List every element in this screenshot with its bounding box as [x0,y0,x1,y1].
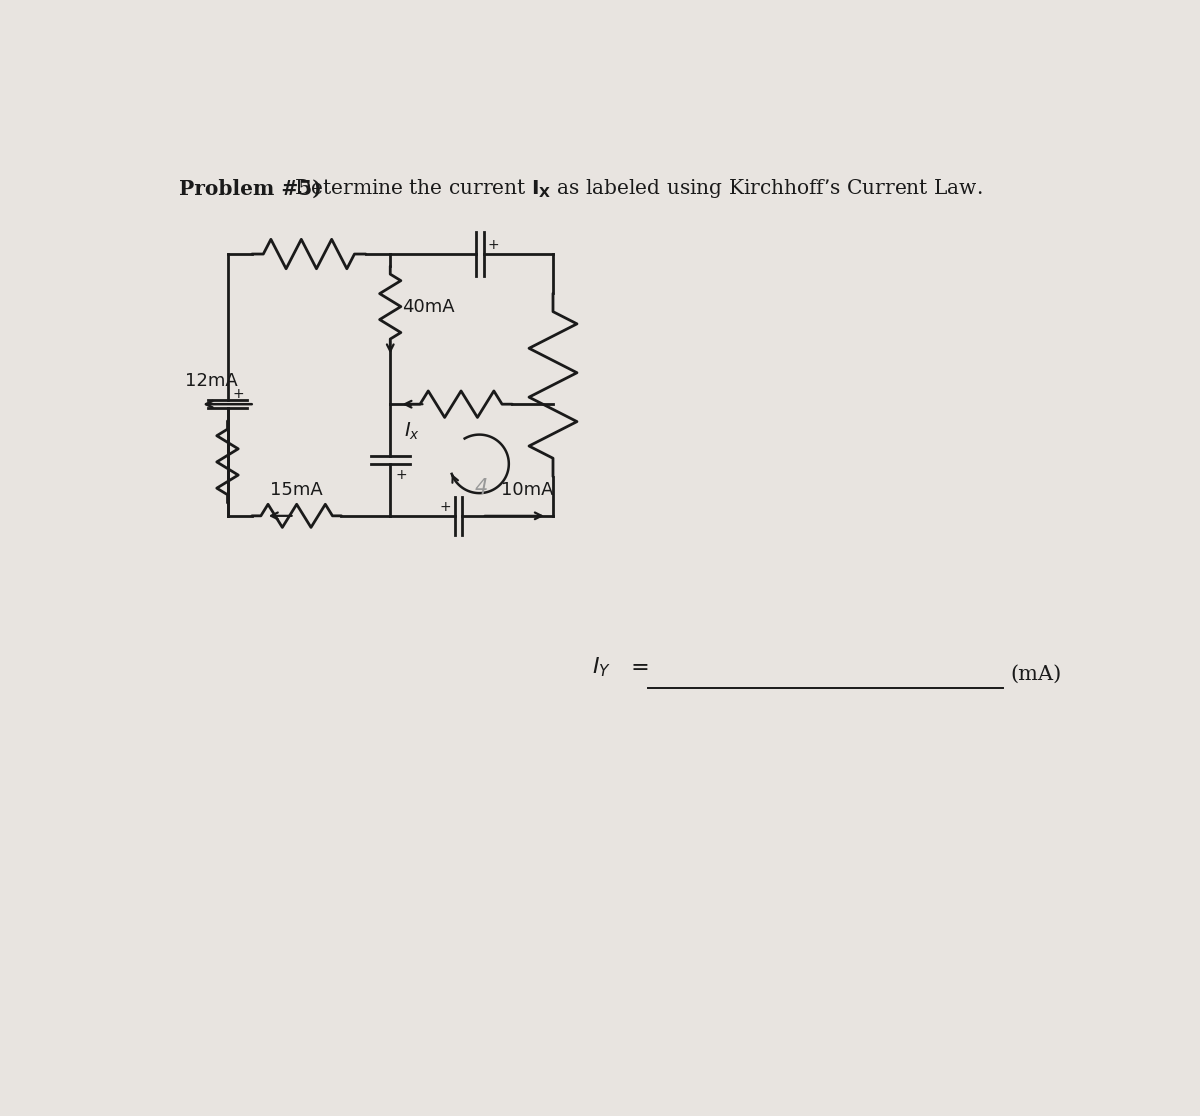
Text: +: + [439,500,451,513]
Text: 12mA: 12mA [185,373,238,391]
Text: +: + [233,387,244,401]
Text: +: + [395,468,407,482]
Text: Problem #5): Problem #5) [180,179,322,199]
Text: 15mA: 15mA [270,481,323,499]
Text: $I_Y$: $I_Y$ [592,656,611,680]
Text: =: = [624,656,650,679]
Text: $I_x$: $I_x$ [404,421,420,442]
Text: +: + [487,238,499,252]
Text: (mA): (mA) [1010,665,1062,684]
Text: Determine the current $\mathbf{I_X}$ as labeled using Kirchhoff’s Current Law.: Determine the current $\mathbf{I_X}$ as … [288,177,983,200]
Text: 40mA: 40mA [402,298,455,316]
Text: 4: 4 [475,478,488,498]
Text: 10mA: 10mA [502,481,553,499]
